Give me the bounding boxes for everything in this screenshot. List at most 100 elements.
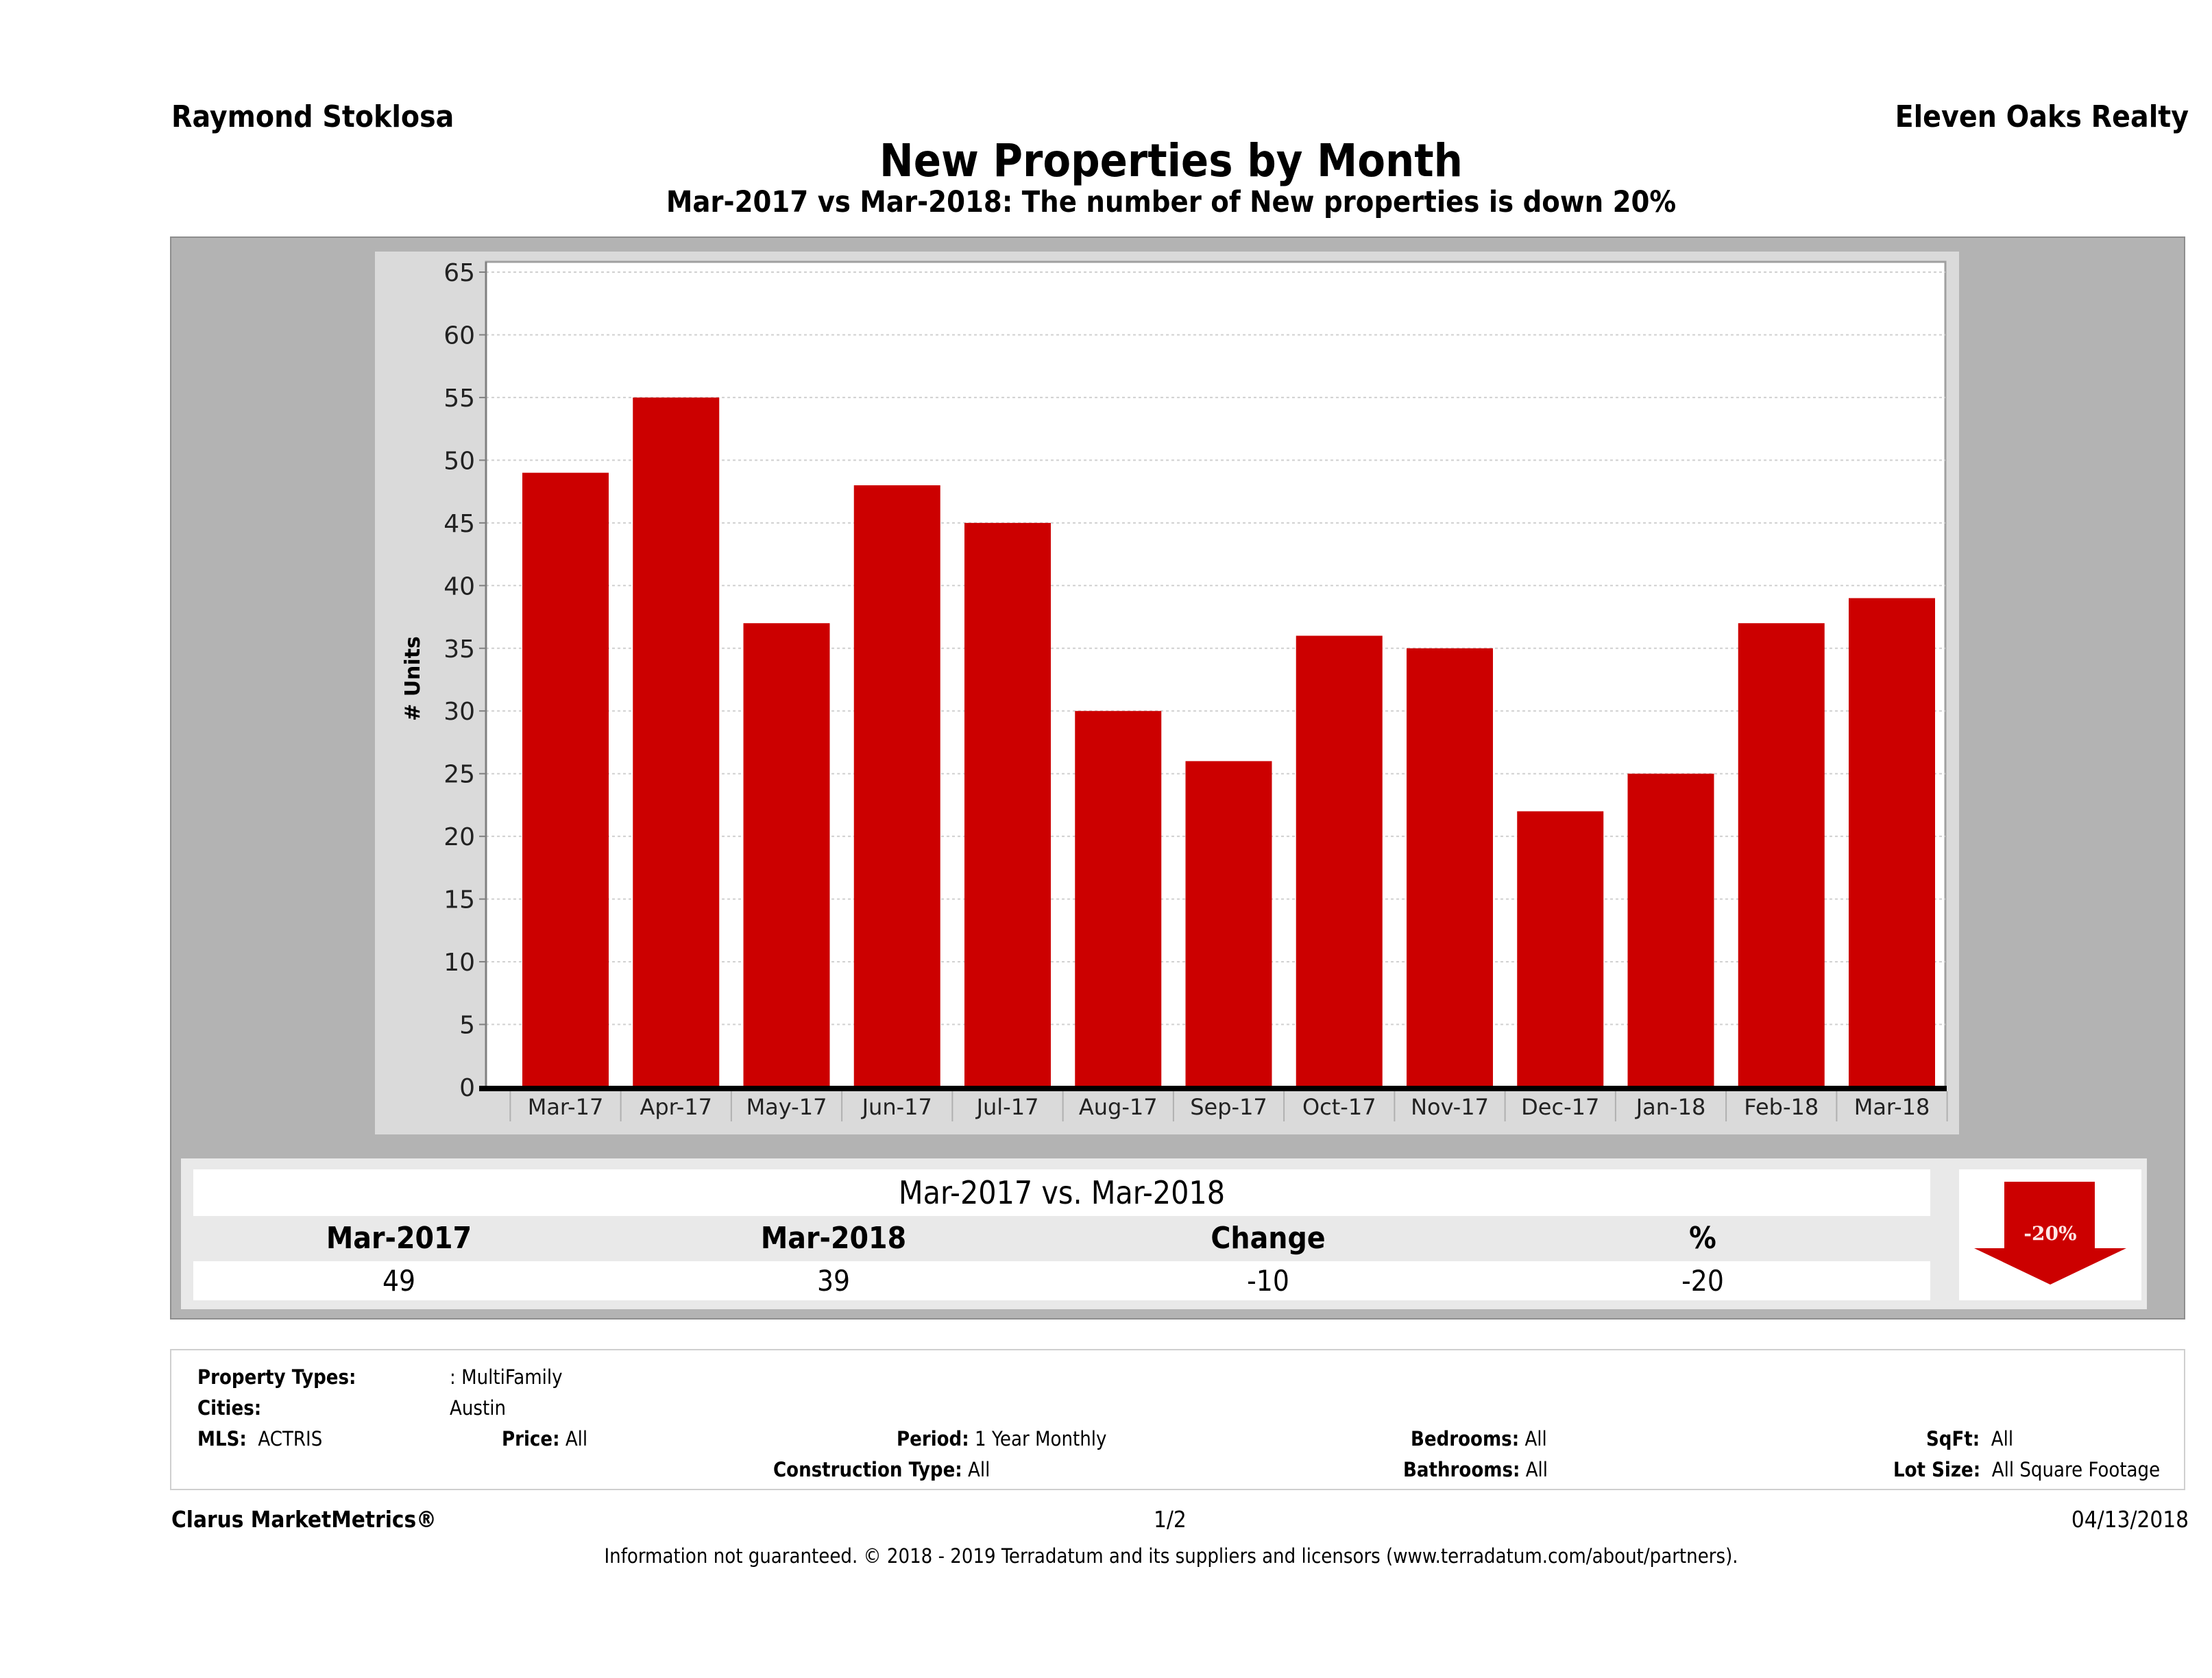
y-tick-label: 55 xyxy=(443,385,475,413)
x-tick-label: Oct-17 xyxy=(1302,1094,1376,1120)
summary-header-percent: % xyxy=(1689,1221,1716,1256)
y-tick-label: 50 xyxy=(443,447,475,475)
summary-title: Mar-2017 vs. Mar-2018 xyxy=(193,1169,1930,1216)
filter-construction: Construction Type: All xyxy=(773,1458,990,1481)
value-text: 1 Year Monthly xyxy=(974,1427,1107,1450)
change-badge: -20% xyxy=(1959,1169,2141,1300)
page-number: 1/2 xyxy=(1154,1506,1187,1533)
summary-header-prev: Mar-2017 xyxy=(326,1221,472,1256)
bar-jun-17 xyxy=(853,485,940,1087)
brokerage-name: Eleven Oaks Realty xyxy=(1895,99,2189,134)
value-text: All xyxy=(1991,1427,2014,1450)
y-tick-label: 60 xyxy=(443,321,475,350)
label-text: MLS: xyxy=(197,1427,247,1450)
value-text: ACTRIS xyxy=(258,1427,323,1450)
summary-header-change: Change xyxy=(1211,1221,1326,1256)
bar-oct-17 xyxy=(1296,635,1383,1087)
bar-aug-17 xyxy=(1075,711,1162,1087)
bar-dec-17 xyxy=(1517,811,1604,1087)
summary-header-curr: Mar-2018 xyxy=(760,1221,907,1256)
value-text: All xyxy=(1525,1458,1548,1481)
report-title-text: New Properties by Month xyxy=(879,134,1463,187)
summary-header-row: Mar-2017 Mar-2018 Change % xyxy=(193,1216,1930,1261)
report-subtitle: Mar-2017 vs Mar-2018: The number of New … xyxy=(0,185,2212,219)
x-axis: Mar-17 Apr-17 May-17 Jun-17 Jul-17 Aug-17 Sep-… xyxy=(479,1086,1948,1121)
filter-panel: Property Types: : MultiFamily Cities: Au… xyxy=(170,1349,2185,1490)
label-text: Cities: xyxy=(197,1396,262,1420)
down-arrow-icon: -20% xyxy=(1974,1182,2126,1285)
bars xyxy=(522,397,1935,1087)
x-tick-label: Nov-17 xyxy=(1411,1094,1489,1120)
bar-sep-17 xyxy=(1185,761,1272,1087)
filter-property-types-label: Property Types: xyxy=(197,1365,356,1389)
filter-bedrooms: Bedrooms: All xyxy=(1411,1427,1547,1450)
label-text: Construction Type: xyxy=(773,1458,962,1481)
summary-value-curr: 39 xyxy=(816,1264,851,1298)
y-axis: 0 5 10 15 20 25 30 35 40 45 50 55 60 65 xyxy=(443,259,487,1102)
filter-lot-size: Lot Size: All Square Footage xyxy=(1893,1458,2160,1481)
y-tick-label: 65 xyxy=(443,259,475,287)
x-tick-label: Mar-18 xyxy=(1854,1094,1930,1120)
label-text: Price: xyxy=(502,1427,560,1450)
label-text: Bedrooms: xyxy=(1411,1427,1520,1450)
bar-apr-17 xyxy=(633,397,720,1087)
filter-bathrooms: Bathrooms: All xyxy=(1403,1458,1548,1481)
label-text: SqFt: xyxy=(1926,1427,1980,1450)
x-tick-label: Apr-17 xyxy=(640,1094,712,1120)
y-tick-label: 45 xyxy=(443,510,475,538)
y-tick-label: 10 xyxy=(443,949,475,977)
filter-cities-label: Cities: xyxy=(197,1396,261,1420)
y-tick-label: 0 xyxy=(459,1074,475,1102)
report-date: 04/13/2018 xyxy=(2071,1506,2189,1533)
bar-may-17 xyxy=(743,623,830,1087)
bar-jan-18 xyxy=(1627,773,1714,1087)
disclaimer: Information not guaranteed. © 2018 - 201… xyxy=(0,1544,2212,1568)
x-tick-label: Jun-17 xyxy=(861,1094,932,1120)
y-tick-label: 30 xyxy=(443,698,475,726)
label-text: Lot Size: xyxy=(1893,1458,1981,1481)
y-tick-label: 5 xyxy=(459,1012,475,1040)
agent-name: Raymond Stoklosa xyxy=(171,99,454,134)
disclaimer-text: Information not guaranteed. © 2018 - 201… xyxy=(604,1544,1738,1568)
filter-price: Price: All xyxy=(502,1427,587,1450)
bar-feb-18 xyxy=(1738,623,1825,1087)
y-tick-label: 25 xyxy=(443,761,475,789)
value-text: All xyxy=(968,1458,990,1481)
y-tick-label: 20 xyxy=(443,823,475,851)
x-tick-label: Feb-18 xyxy=(1744,1094,1819,1120)
label-text: Bathrooms: xyxy=(1403,1458,1520,1481)
label-text: Property Types: xyxy=(197,1365,356,1389)
bar-jul-17 xyxy=(964,522,1051,1087)
y-tick-label: 35 xyxy=(443,635,475,664)
filter-mls: MLS: ACTRIS xyxy=(197,1427,322,1450)
label-text: Period: xyxy=(897,1427,969,1450)
x-tick-label: Aug-17 xyxy=(1079,1094,1158,1120)
y-tick-label: 40 xyxy=(443,572,475,600)
summary-value-change: -10 xyxy=(1247,1264,1289,1298)
value-text: All xyxy=(1524,1427,1547,1450)
y-axis-label: # Units xyxy=(401,636,425,721)
filter-sqft: SqFt: All xyxy=(1926,1427,2013,1450)
x-tick-label: Dec-17 xyxy=(1521,1094,1599,1120)
summary-value-percent: -20 xyxy=(1681,1264,1724,1298)
x-tick-label: Jan-18 xyxy=(1635,1094,1706,1120)
change-badge-label: -20% xyxy=(2023,1222,2076,1245)
summary-value-row: 49 39 -10 -20 xyxy=(193,1261,1930,1300)
product-name: Clarus MarketMetrics® xyxy=(171,1506,437,1533)
filter-cities-value: Austin xyxy=(450,1396,506,1420)
bar-mar-18 xyxy=(1849,598,1935,1087)
x-tick-label: Sep-17 xyxy=(1190,1094,1267,1120)
value-text: All xyxy=(565,1427,588,1450)
filter-property-types-value: : MultiFamily xyxy=(450,1365,563,1389)
bar-mar-17 xyxy=(522,472,609,1087)
x-tick-label: May-17 xyxy=(746,1094,827,1120)
x-tick-label: Mar-17 xyxy=(528,1094,604,1120)
x-tick-label: Jul-17 xyxy=(975,1094,1039,1120)
y-tick-label: 15 xyxy=(443,886,475,914)
bar-nov-17 xyxy=(1407,648,1493,1087)
report-subtitle-text: Mar-2017 vs Mar-2018: The number of New … xyxy=(666,185,1677,219)
value-text: All Square Footage xyxy=(1991,1458,2161,1481)
report-title: New Properties by Month xyxy=(0,134,2212,187)
filter-period: Period: 1 Year Monthly xyxy=(897,1427,1106,1450)
